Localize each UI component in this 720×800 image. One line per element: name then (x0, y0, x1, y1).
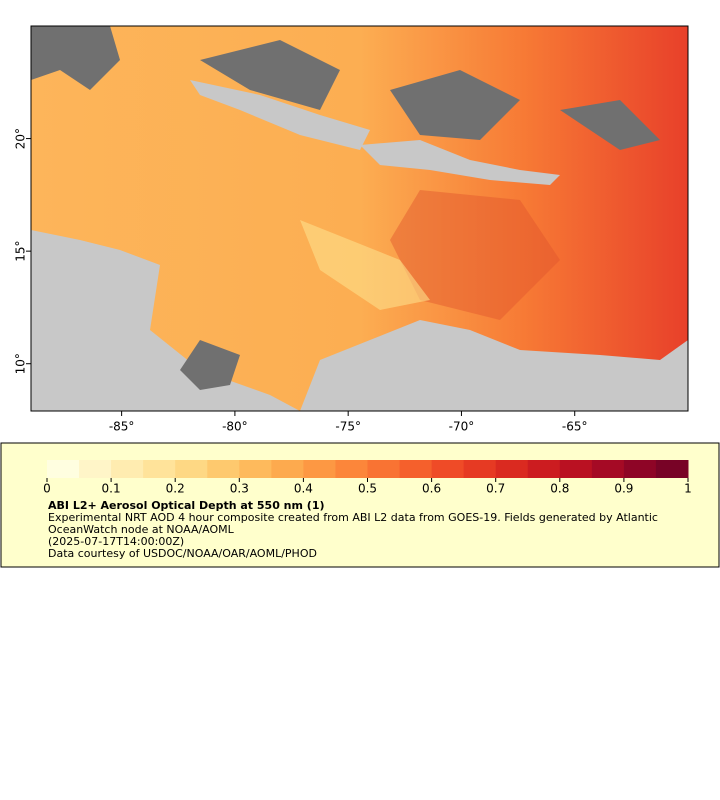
colorbar-step (111, 460, 144, 478)
colorbar-step (207, 460, 240, 478)
colorbar-step (399, 460, 433, 478)
cloud (390, 70, 520, 140)
map (30, 25, 689, 412)
colorbar-tick-label: 0.1 (102, 482, 121, 496)
colorbar-tick-label: 0.6 (422, 482, 441, 496)
cloud (560, 100, 660, 150)
y-tick-label: 20° (14, 128, 28, 149)
aod-high (390, 190, 560, 320)
colorbar-step (367, 460, 401, 478)
colorbar-step (527, 460, 561, 478)
colorbar-tick-label: 0.9 (614, 482, 633, 496)
map-frame (30, 25, 689, 412)
colorbar-step (655, 460, 689, 478)
colorbar-step (143, 460, 176, 478)
colorbar-tick-label: 0.2 (166, 482, 185, 496)
colorbar-step (271, 460, 304, 478)
colorbar-tick-label: 0.5 (358, 482, 377, 496)
y-tick-label: 10° (14, 353, 28, 374)
x-tick-label: -65° (562, 420, 588, 434)
cloud (31, 26, 120, 90)
colorbar-step (303, 460, 336, 478)
x-tick-label: -85° (109, 420, 135, 434)
land (360, 140, 560, 185)
caption-line: Data courtesy of USDOC/NOAA/OAR/AOML/PHO… (48, 547, 317, 560)
colorbar-step (175, 460, 208, 478)
colorbar-step (335, 460, 368, 478)
colorbar-step (47, 460, 80, 478)
colorbar-step (495, 460, 529, 478)
x-tick-label: -70° (449, 420, 475, 434)
figure: -85° -80° -75° -70° -65° 10° 15° 20° 0 0.1 0.2 0.3 0… (0, 25, 720, 568)
cloud (180, 340, 240, 390)
land (300, 320, 688, 411)
colorbar-tick-label: 1 (684, 482, 692, 496)
y-tick-label: 15° (14, 241, 28, 262)
colorbar-step (559, 460, 593, 478)
colorbar-step (79, 460, 112, 478)
land (31, 230, 300, 411)
x-tick-label: -75° (335, 420, 361, 434)
colorbar-tick-label: 0.3 (230, 482, 249, 496)
colorbar-tick-label: 0.7 (486, 482, 505, 496)
colorbar-tick-label: 0.8 (550, 482, 569, 496)
colorbar-step (431, 460, 465, 478)
colorbar-step (463, 460, 497, 478)
colorbar-tick-label: 0 (43, 482, 51, 496)
caption-line: Experimental NRT AOD 4 hour composite cr… (48, 511, 658, 536)
land (190, 80, 370, 150)
legend-title: ABI L2+ Aerosol Optical Depth at 550 nm … (48, 499, 325, 512)
caption: ABI L2+ Aerosol Optical Depth at 550 nm … (48, 500, 688, 560)
cloud (200, 40, 340, 110)
colorbar-step (623, 460, 657, 478)
colorbar-step (591, 460, 625, 478)
colorbar-tick-label: 0.4 (294, 482, 313, 496)
caption-line: (2025-07-17T14:00:00Z) (48, 535, 185, 548)
x-tick-label: -80° (222, 420, 248, 434)
colorbar-step (239, 460, 272, 478)
aod-low (300, 220, 430, 310)
